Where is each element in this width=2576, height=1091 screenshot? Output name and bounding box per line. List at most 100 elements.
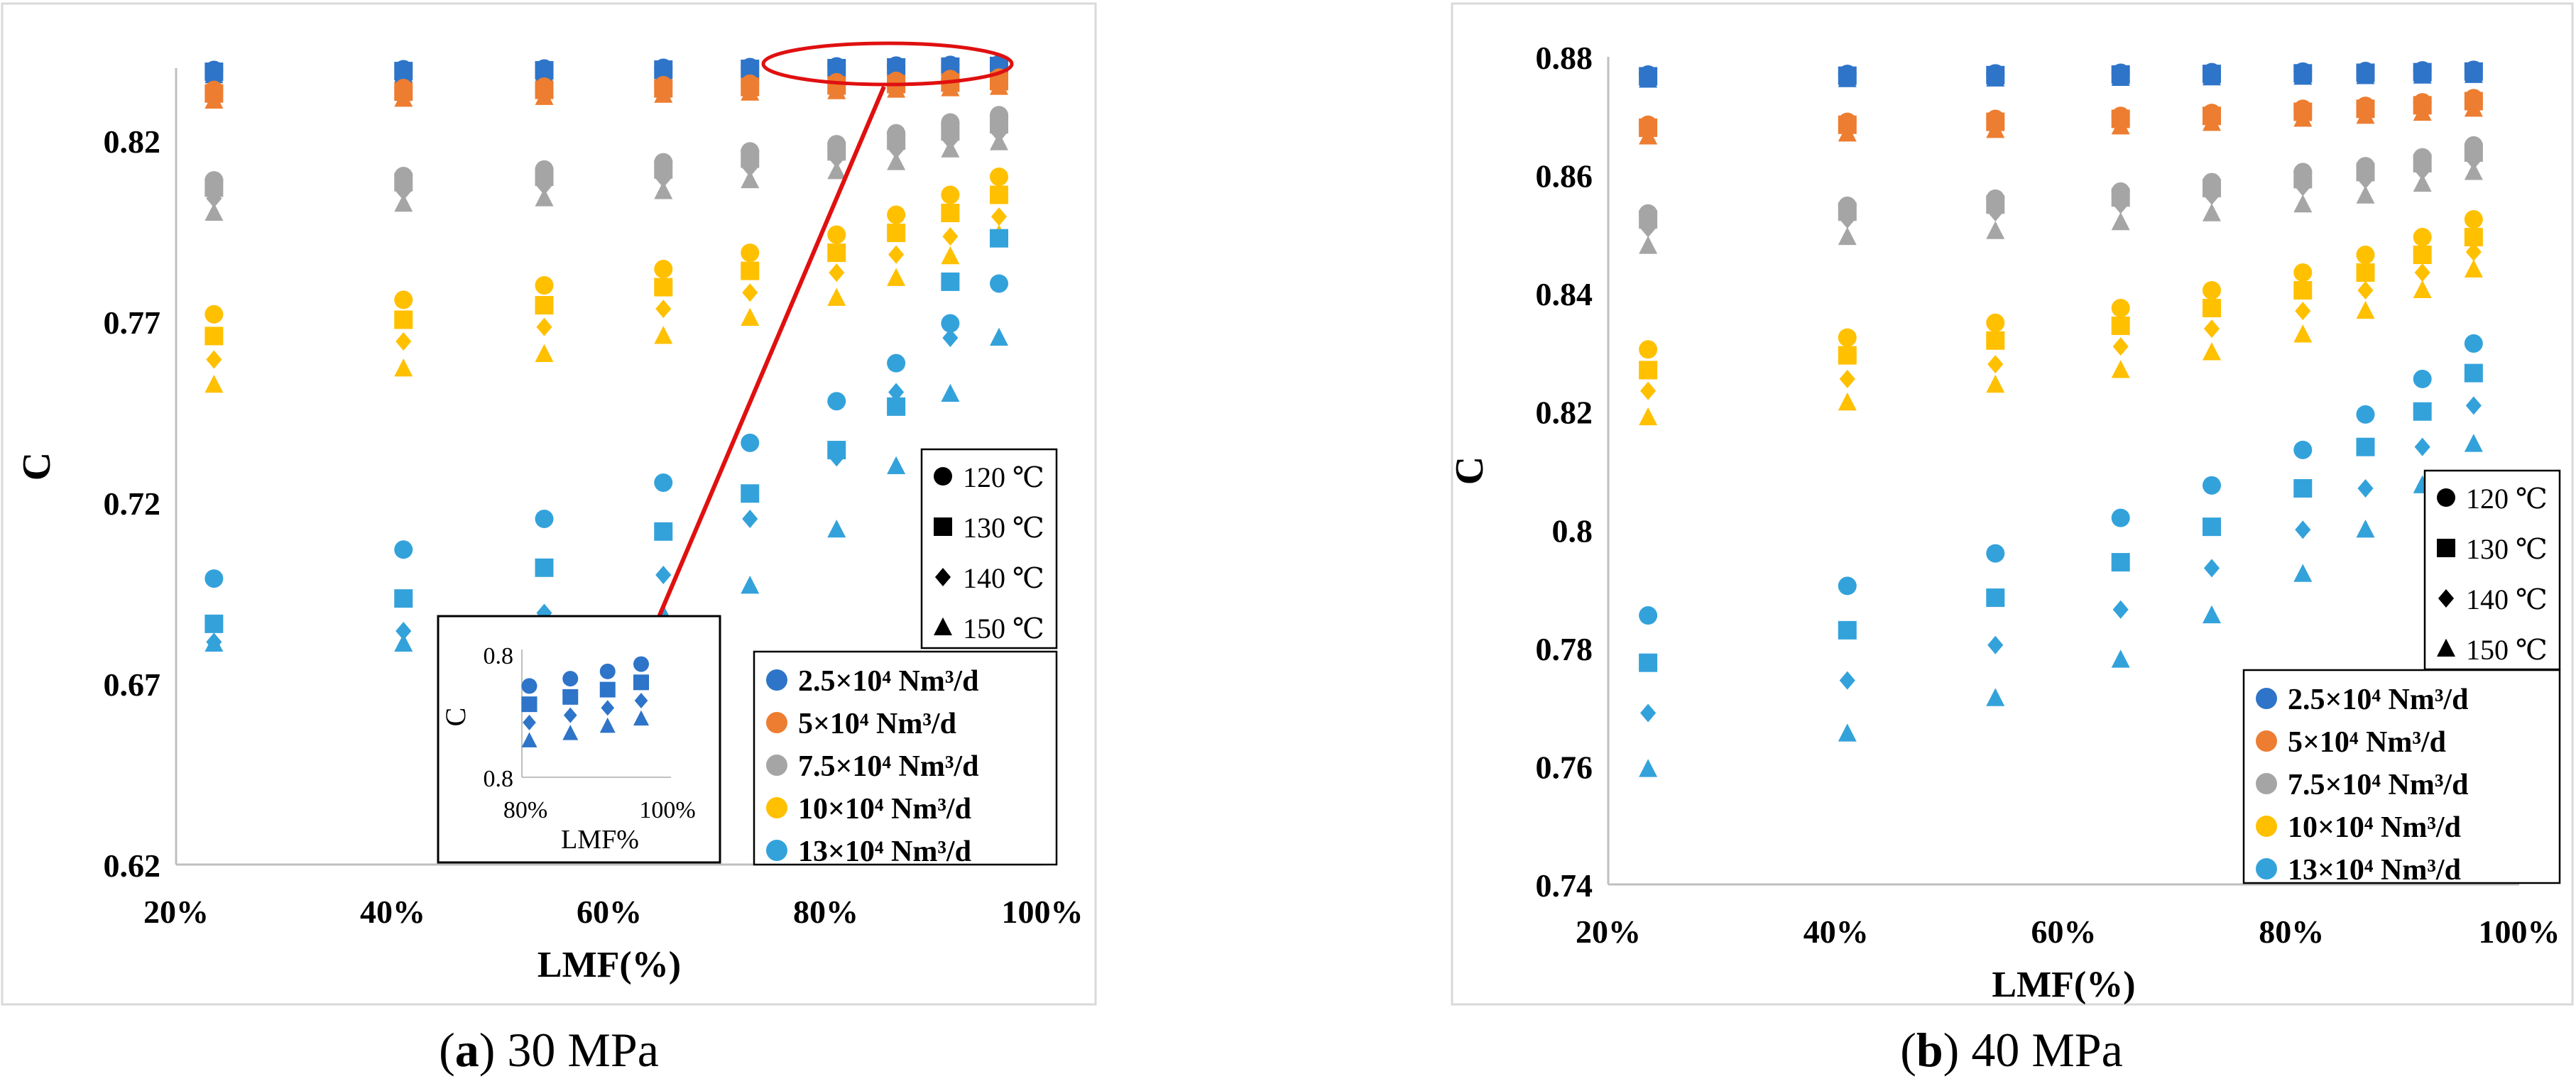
y-axis-title: C: [1448, 456, 1492, 485]
data-point: [2293, 263, 2313, 282]
data-point: [2111, 553, 2130, 572]
inset-data-point: [523, 714, 536, 730]
data-point: [2202, 280, 2221, 300]
data-point: [1838, 226, 1857, 246]
data-point: [1640, 219, 1657, 238]
flow-legend-label: 7.5×10⁴ Nm³/d: [798, 750, 978, 783]
y-tick-label: 0.82: [104, 124, 161, 160]
temperature-legend-label: 140 ℃: [2466, 583, 2548, 615]
data-point: [1838, 69, 1857, 87]
data-point: [206, 189, 222, 208]
data-point: [2293, 440, 2313, 459]
data-point: [1639, 236, 1658, 254]
data-point: [2112, 195, 2129, 214]
flow-legend-label: 5×10⁴ Nm³/d: [2288, 726, 2446, 759]
data-point: [395, 622, 412, 641]
y-tick-label: 0.76: [1536, 749, 1593, 785]
x-tick-label: 80%: [793, 894, 858, 930]
inset-data-point: [521, 696, 537, 713]
data-point: [2111, 316, 2130, 335]
flow-legend-marker: [2256, 816, 2277, 837]
inset-x-tick-label: 80%: [503, 797, 547, 823]
data-point: [2202, 67, 2221, 86]
panel-b-axes: 0.74 0.76 0.78 0.8 0.82 0.84 0.86 0.88 20% 40% 60%…: [1448, 40, 2560, 1005]
data-point: [2295, 177, 2311, 197]
panel-a-zoom-annotation: [636, 41, 1014, 666]
flow-legend-marker: [2256, 688, 2277, 709]
highlight-ellipse: [761, 41, 1014, 87]
data-point: [827, 81, 846, 99]
flow-legend-marker: [766, 840, 787, 861]
data-point: [535, 509, 554, 528]
data-point: [1986, 313, 2005, 332]
data-point: [887, 205, 906, 224]
data-point: [2413, 246, 2432, 265]
x-tick-label: 20%: [143, 894, 209, 930]
x-tick-label: 100%: [2479, 914, 2560, 950]
data-point: [990, 207, 1008, 226]
y-tick-label: 0.88: [1536, 40, 1593, 76]
data-point: [887, 80, 906, 98]
data-point: [654, 181, 673, 199]
inset-data-point: [562, 689, 579, 705]
data-point: [1986, 588, 2005, 608]
data-point: [204, 327, 224, 346]
data-point: [1987, 355, 2004, 374]
data-point: [535, 296, 554, 315]
data-point: [1838, 346, 1857, 365]
data-point: [1639, 759, 1658, 777]
flow-legend-label: 2.5×10⁴ Nm³/d: [2288, 684, 2468, 716]
panel-b-caption-letter: b: [1916, 1023, 1943, 1077]
temperature-legend-marker: [934, 568, 951, 586]
data-point: [2356, 300, 2375, 319]
data-point: [941, 314, 960, 333]
data-point: [2111, 360, 2130, 378]
data-point: [1987, 635, 2004, 654]
data-point: [536, 176, 552, 195]
data-point: [394, 358, 413, 377]
temperature-legend-label: 140 ℃: [963, 562, 1044, 594]
data-point: [990, 77, 1008, 95]
inset-y-tick-label: 0.8: [484, 766, 514, 792]
data-point: [888, 383, 905, 402]
data-point: [1986, 331, 2005, 350]
data-point: [829, 149, 845, 168]
x-tick-label: 60%: [2031, 914, 2097, 950]
data-point: [535, 87, 554, 105]
panel-b-data-points: [1639, 60, 2483, 777]
inset-data-point: [601, 700, 615, 716]
data-point: [204, 374, 224, 393]
data-point: [654, 473, 673, 492]
data-point: [2202, 112, 2221, 131]
flow-legend-marker: [2256, 858, 2277, 879]
inset-data-point: [562, 725, 579, 740]
panel-a-data-points: [204, 55, 1008, 652]
temperature-legend-label: 130 ℃: [963, 512, 1044, 544]
temperature-legend-label: 120 ℃: [2466, 483, 2548, 515]
data-point: [941, 78, 960, 97]
data-point: [535, 558, 554, 577]
panel-a-axes: 0.62 0.67 0.72 0.77 0.82 20% 40% 60% 80% 100% LMF(…: [15, 68, 1084, 985]
data-point: [942, 227, 959, 246]
data-point: [888, 245, 905, 264]
data-point: [2465, 242, 2482, 261]
data-point: [1839, 671, 1855, 690]
flow-legend-box: [2242, 669, 2561, 884]
data-point: [1639, 126, 1658, 145]
data-point: [990, 274, 1008, 293]
data-point: [2356, 185, 2375, 204]
data-point: [204, 305, 224, 324]
x-tick-label: 40%: [360, 894, 425, 930]
data-point: [741, 82, 760, 101]
x-tick-label: 40%: [1803, 914, 1869, 950]
data-point: [2356, 437, 2375, 456]
data-point: [2293, 194, 2313, 213]
data-point: [990, 229, 1008, 248]
data-point: [1838, 392, 1857, 411]
data-point: [2111, 508, 2130, 527]
data-point: [654, 326, 673, 344]
data-point: [2356, 66, 2375, 84]
data-point: [2293, 67, 2313, 85]
x-tick-label: 60%: [577, 894, 642, 930]
inset-x-tick-label: 100%: [639, 797, 695, 823]
